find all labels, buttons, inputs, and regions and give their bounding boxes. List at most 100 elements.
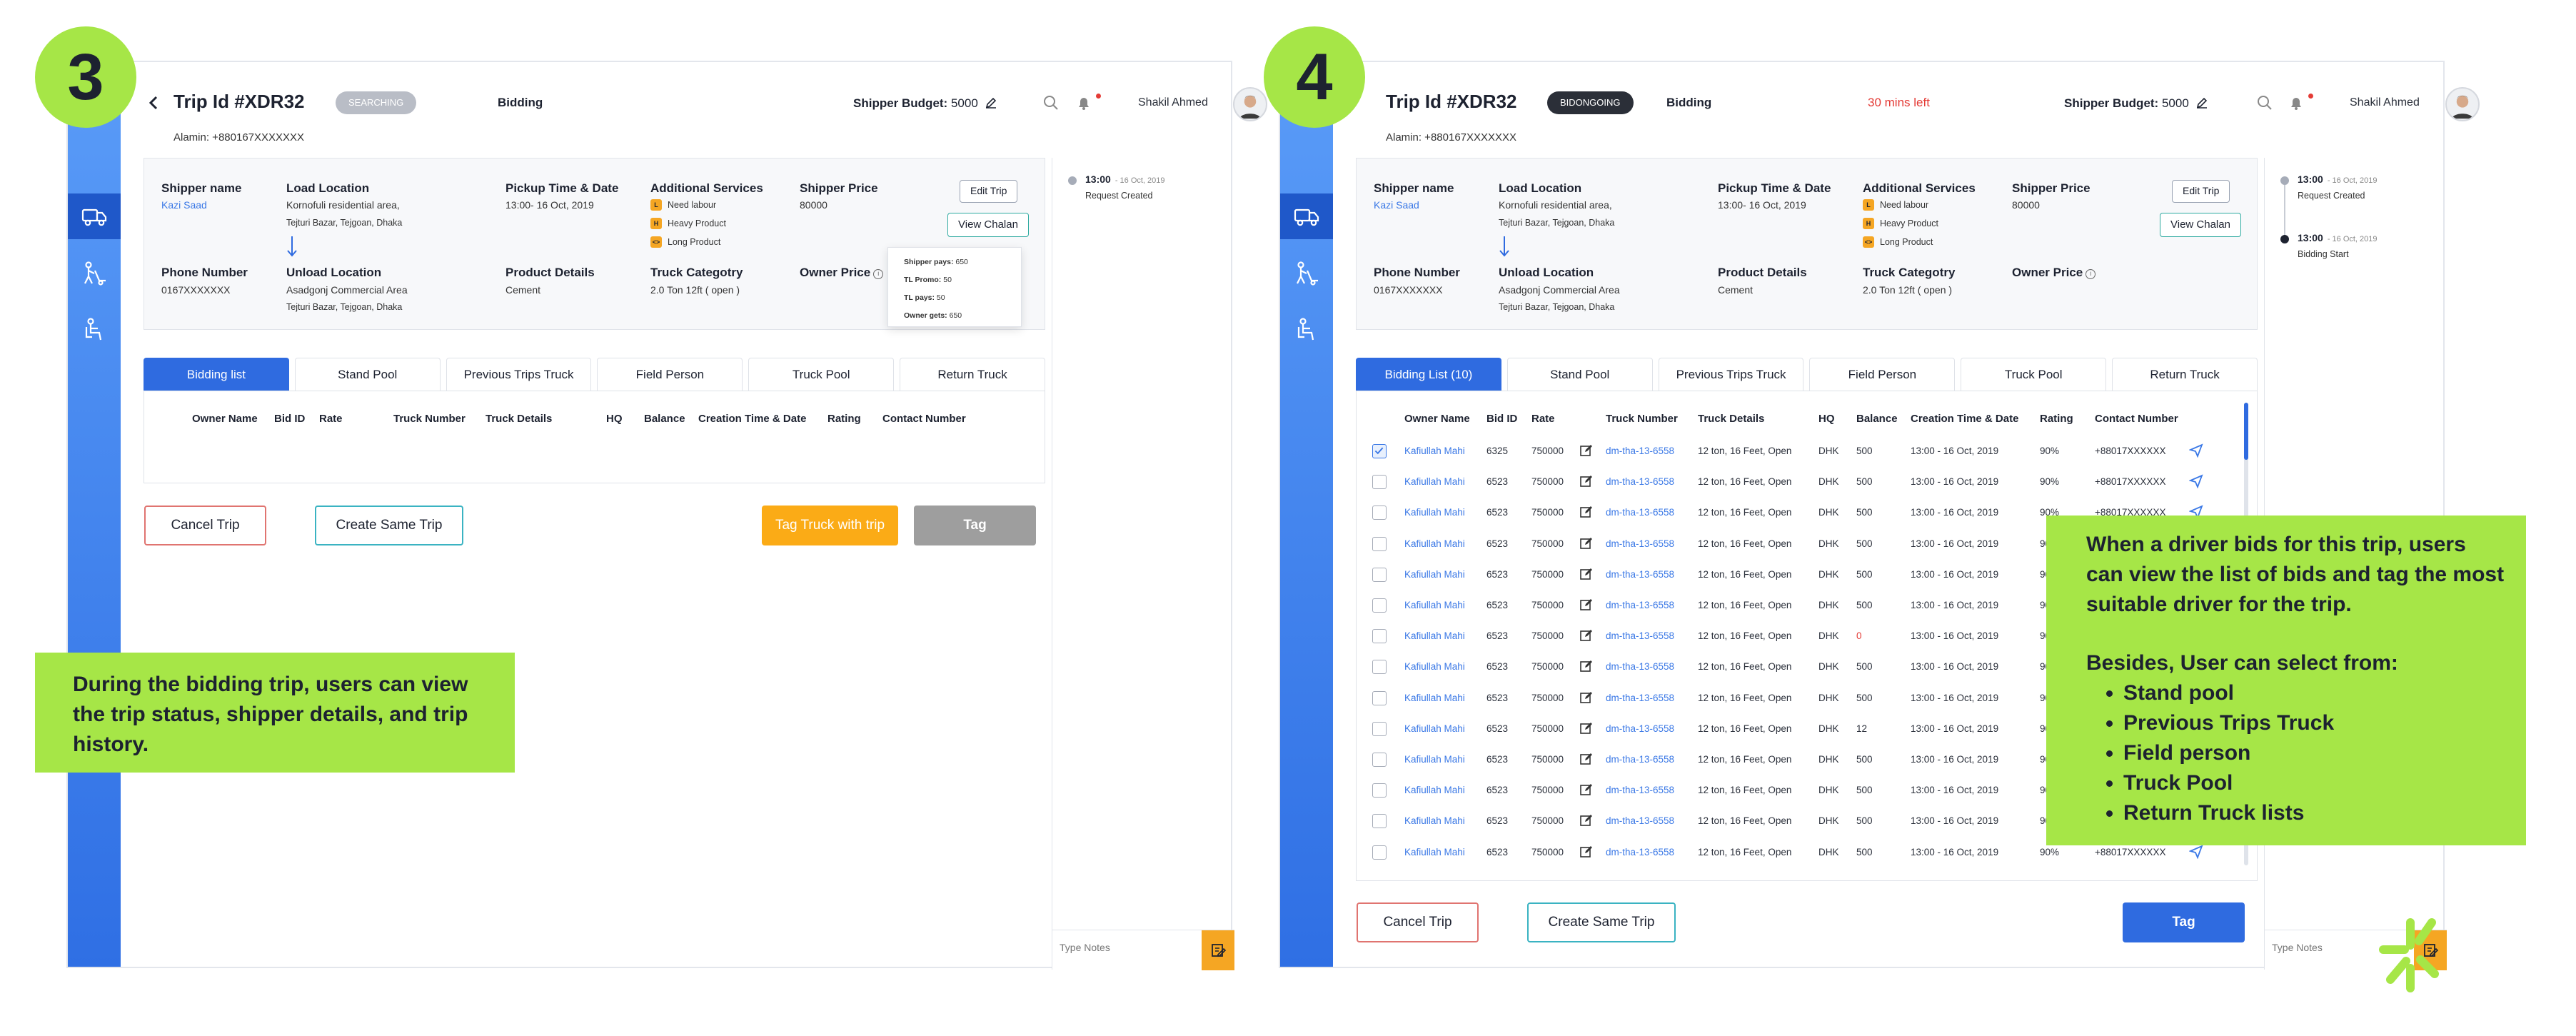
bell-icon[interactable] xyxy=(2287,94,2305,112)
edit-trip-button[interactable]: Edit Trip xyxy=(2172,180,2230,203)
owner-name-cell[interactable]: Kafiullah Mahi xyxy=(1404,785,1465,796)
truck-number-cell[interactable]: dm-tha-13-6558 xyxy=(1606,538,1675,549)
edit-trip-button[interactable]: Edit Trip xyxy=(960,180,1018,203)
edit-icon[interactable] xyxy=(2195,96,2208,109)
cancel-trip-button[interactable]: Cancel Trip xyxy=(144,506,266,545)
edit-rate-icon[interactable] xyxy=(1579,443,1594,458)
tab-previous-trips-truck[interactable]: Previous Trips Truck xyxy=(446,358,592,391)
edit-rate-icon[interactable] xyxy=(1579,813,1594,828)
row-checkbox[interactable] xyxy=(1372,475,1387,490)
truck-number-cell[interactable]: dm-tha-13-6558 xyxy=(1606,754,1675,765)
owner-name-cell[interactable]: Kafiullah Mahi xyxy=(1404,661,1465,673)
send-icon[interactable] xyxy=(2189,474,2203,489)
truck-number-cell[interactable]: dm-tha-13-6558 xyxy=(1606,630,1675,642)
row-checkbox[interactable] xyxy=(1372,629,1387,644)
row-checkbox[interactable] xyxy=(1372,845,1387,860)
row-checkbox[interactable] xyxy=(1372,690,1387,705)
tab-truck-pool[interactable]: Truck Pool xyxy=(748,358,895,391)
edit-rate-icon[interactable] xyxy=(1579,536,1594,550)
add-note-button[interactable] xyxy=(1202,930,1234,970)
truck-number-cell[interactable]: dm-tha-13-6558 xyxy=(1606,568,1675,580)
owner-name-cell[interactable]: Kafiullah Mahi xyxy=(1404,754,1465,765)
edit-icon[interactable] xyxy=(985,96,997,109)
truck-number-cell[interactable]: dm-tha-13-6558 xyxy=(1606,476,1675,488)
tag-button[interactable]: Tag xyxy=(914,506,1036,545)
search-icon[interactable] xyxy=(2255,94,2274,112)
back-arrow-icon[interactable] xyxy=(146,95,162,111)
search-icon[interactable] xyxy=(1042,94,1060,112)
sidebar-item-labour[interactable] xyxy=(68,251,121,297)
tag-truck-with-trip-button[interactable]: Tag Truck with trip xyxy=(762,506,898,545)
owner-name-cell[interactable]: Kafiullah Mahi xyxy=(1404,723,1465,734)
owner-name-cell[interactable]: Kafiullah Mahi xyxy=(1404,446,1465,456)
row-checkbox[interactable] xyxy=(1372,536,1387,551)
notes-input[interactable] xyxy=(1060,942,1188,953)
table-row[interactable]: Kafiullah Mahi 6523 750000 dm-tha-13-6558 12… xyxy=(1357,621,2213,652)
sidebar-item-labour[interactable] xyxy=(1280,251,1333,297)
owner-name-cell[interactable]: Kafiullah Mahi xyxy=(1404,476,1465,488)
owner-name-cell[interactable]: Kafiullah Mahi xyxy=(1404,846,1465,858)
edit-rate-icon[interactable] xyxy=(1579,721,1594,735)
edit-rate-icon[interactable] xyxy=(1579,505,1594,519)
truck-number-cell[interactable]: dm-tha-13-6558 xyxy=(1606,446,1675,456)
tab-bidding-list[interactable]: Bidding List (10) xyxy=(1356,358,1501,391)
owner-name-cell[interactable]: Kafiullah Mahi xyxy=(1404,815,1465,827)
send-icon[interactable] xyxy=(2189,844,2203,859)
header-tab-bidding[interactable]: Bidding xyxy=(1666,96,1712,109)
table-row[interactable]: Kafiullah Mahi 6523 750000 dm-tha-13-6558 12… xyxy=(1357,467,2213,498)
tab-field-person[interactable]: Field Person xyxy=(597,358,743,391)
shipper-name[interactable]: Kazi Saad xyxy=(161,199,207,211)
info-icon[interactable]: i xyxy=(873,269,884,279)
cancel-trip-button[interactable]: Cancel Trip xyxy=(1357,902,1479,942)
owner-name-cell[interactable]: Kafiullah Mahi xyxy=(1404,600,1465,610)
edit-rate-icon[interactable] xyxy=(1579,628,1594,643)
edit-rate-icon[interactable] xyxy=(1579,659,1594,673)
owner-name-cell[interactable]: Kafiullah Mahi xyxy=(1404,538,1465,549)
table-row[interactable]: Kafiullah Mahi 6325 750000 dm-tha-13-6558 12… xyxy=(1357,436,2213,467)
view-chalan-button[interactable]: View Chalan xyxy=(947,213,1029,237)
sidebar-item-drivers[interactable] xyxy=(68,308,121,353)
edit-rate-icon[interactable] xyxy=(1579,845,1594,859)
row-checkbox[interactable] xyxy=(1372,783,1387,798)
edit-rate-icon[interactable] xyxy=(1579,690,1594,705)
tab-return-truck[interactable]: Return Truck xyxy=(2112,358,2258,391)
tab-previous-trips-truck[interactable]: Previous Trips Truck xyxy=(1658,358,1804,391)
send-icon[interactable] xyxy=(2189,443,2203,458)
header-tab-bidding[interactable]: Bidding xyxy=(498,96,543,109)
truck-number-cell[interactable]: dm-tha-13-6558 xyxy=(1606,815,1675,827)
owner-name-cell[interactable]: Kafiullah Mahi xyxy=(1404,630,1465,642)
truck-number-cell[interactable]: dm-tha-13-6558 xyxy=(1606,723,1675,734)
tab-field-person[interactable]: Field Person xyxy=(1809,358,1956,391)
row-checkbox[interactable] xyxy=(1372,721,1387,736)
row-checkbox[interactable] xyxy=(1372,814,1387,829)
row-checkbox[interactable] xyxy=(1372,567,1387,582)
truck-number-cell[interactable]: dm-tha-13-6558 xyxy=(1606,507,1675,518)
edit-rate-icon[interactable] xyxy=(1579,598,1594,612)
tab-stand-pool[interactable]: Stand Pool xyxy=(1506,358,1653,391)
sidebar-item-trips[interactable] xyxy=(1280,193,1333,239)
truck-number-cell[interactable]: dm-tha-13-6558 xyxy=(1606,600,1675,610)
sidebar-item-drivers[interactable] xyxy=(1280,308,1333,353)
view-chalan-button[interactable]: View Chalan xyxy=(2160,213,2241,237)
tab-truck-pool[interactable]: Truck Pool xyxy=(1961,358,2107,391)
tab-stand-pool[interactable]: Stand Pool xyxy=(294,358,441,391)
truck-number-cell[interactable]: dm-tha-13-6558 xyxy=(1606,661,1675,673)
shipper-name[interactable]: Kazi Saad xyxy=(1374,199,1419,211)
row-checkbox[interactable] xyxy=(1372,506,1387,520)
truck-number-cell[interactable]: dm-tha-13-6558 xyxy=(1606,692,1675,703)
edit-rate-icon[interactable] xyxy=(1579,567,1594,581)
edit-rate-icon[interactable] xyxy=(1579,752,1594,766)
sidebar-item-trips[interactable] xyxy=(68,193,121,239)
row-checkbox[interactable] xyxy=(1372,444,1387,458)
table-row[interactable]: Kafiullah Mahi 6523 750000 dm-tha-13-6558 12… xyxy=(1357,498,2213,528)
avatar[interactable] xyxy=(2445,87,2480,121)
bell-icon[interactable] xyxy=(1075,94,1093,112)
owner-name-cell[interactable]: Kafiullah Mahi xyxy=(1404,692,1465,703)
owner-name-cell[interactable]: Kafiullah Mahi xyxy=(1404,568,1465,580)
row-checkbox[interactable] xyxy=(1372,660,1387,675)
truck-number-cell[interactable]: dm-tha-13-6558 xyxy=(1606,846,1675,858)
info-icon[interactable]: i xyxy=(2086,269,2096,279)
create-same-trip-button[interactable]: Create Same Trip xyxy=(1527,902,1676,942)
row-checkbox[interactable] xyxy=(1372,753,1387,767)
tag-button[interactable]: Tag xyxy=(2123,902,2245,942)
